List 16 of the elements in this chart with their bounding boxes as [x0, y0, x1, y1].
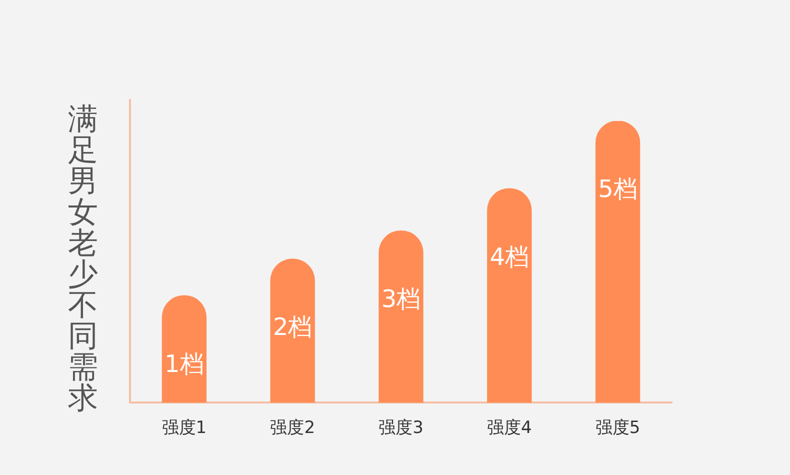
x-tick-label: 强度4: [486, 418, 532, 438]
x-tick-label: 强度3: [378, 418, 424, 438]
bar: [595, 121, 640, 403]
annotation: 5档: [598, 175, 638, 204]
annotation: 2档: [272, 313, 312, 342]
x-tick-label: 强度2: [270, 418, 316, 438]
text: 满足男女老少不同需求: [68, 102, 98, 416]
x-tick-label: 强度5: [595, 418, 640, 438]
bar: [270, 258, 315, 403]
bar: [378, 230, 424, 403]
x-tick-label: 强度1: [162, 418, 207, 438]
annotation: 1档: [164, 350, 204, 378]
annotation: 3档: [381, 285, 421, 314]
annotation: 4档: [490, 242, 530, 271]
bar: [162, 295, 207, 403]
bar: [487, 188, 532, 403]
